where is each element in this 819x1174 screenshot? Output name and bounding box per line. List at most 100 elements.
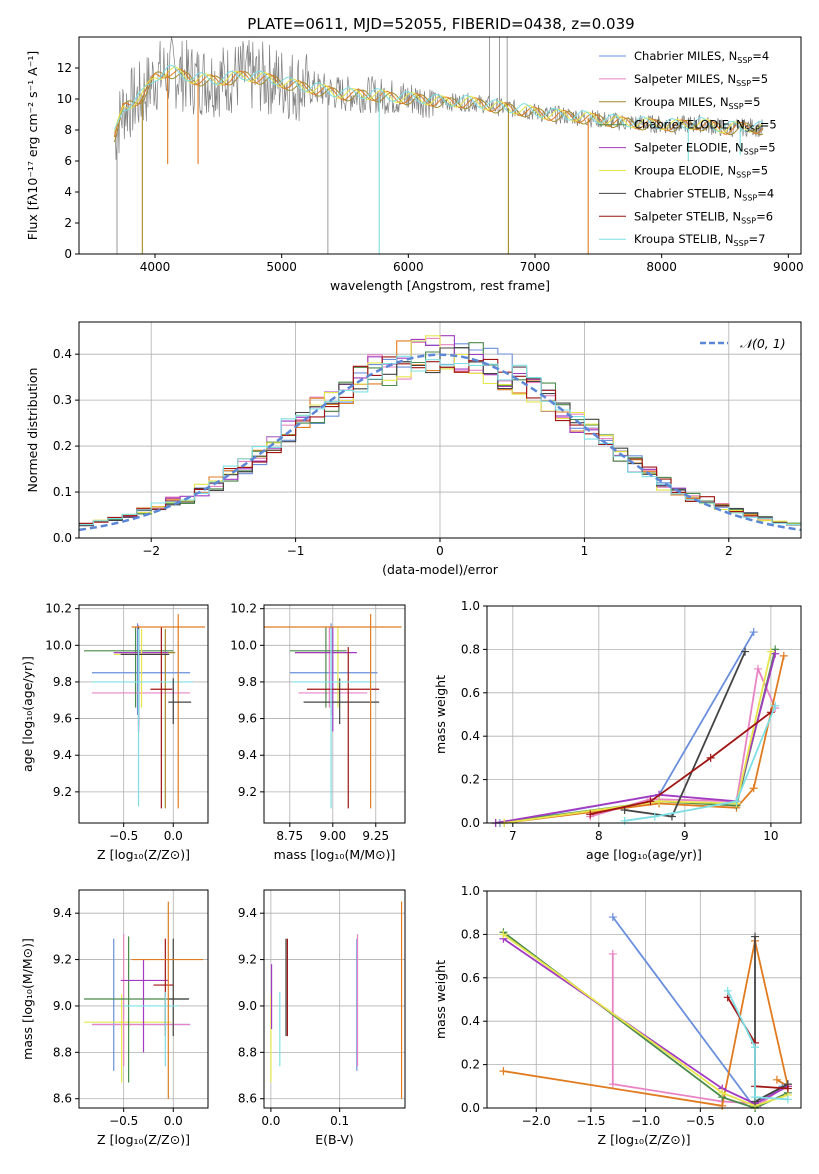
x-tick-label: −1.5 xyxy=(576,1114,605,1128)
legend-entry: Chabrier MILES, NSSP=4 xyxy=(634,49,769,65)
x-tick-label: −2.0 xyxy=(522,1114,551,1128)
y-tick-label: 8.6 xyxy=(53,1092,72,1106)
plus-marker xyxy=(646,797,655,806)
plus-marker xyxy=(741,647,750,656)
y-tick-label: 10.2 xyxy=(230,602,257,616)
plus-marker xyxy=(779,651,788,660)
legend-entry: Chabrier STELIB, NSSP=4 xyxy=(634,186,774,202)
y-axis-label: mass weight xyxy=(433,960,448,1039)
y-tick-label: 10.2 xyxy=(45,602,72,616)
y-tick-label: 9.2 xyxy=(238,953,257,967)
residuals-panel: −2 −1 0 1 2 0.0 0.1 0.2 0.3 0.4 (data-model)/error… xyxy=(25,321,802,577)
y-axis-label: Flux [fλ10⁻¹⁷ erg cm⁻² s⁻¹ A⁻¹] xyxy=(25,51,40,240)
plus-marker xyxy=(732,797,741,806)
y-tick-label: 4 xyxy=(64,185,72,199)
x-tick-label: 0.1 xyxy=(330,1114,349,1128)
axes-frame xyxy=(78,36,802,255)
y-tick-label: 10.0 xyxy=(230,638,257,652)
y-tick-label: 8.8 xyxy=(53,1045,72,1059)
y-tick-label: 0.2 xyxy=(461,1058,480,1072)
x-tick-label: 5000 xyxy=(266,260,297,274)
series-line xyxy=(624,705,777,822)
series-line xyxy=(499,631,755,823)
x-tick-label: 8000 xyxy=(646,260,677,274)
x-tick-label: 2 xyxy=(725,544,733,558)
mass-weight-vs-z-panel: −2.0 −1.5 −1.0 −0.5 0.0 0.0 0.2 0.4 0.6 0.8 1.0 Z [… xyxy=(433,884,802,1147)
x-tick-label: 0.0 xyxy=(261,1114,280,1128)
plus-marker xyxy=(499,1067,508,1076)
legend-entry: Kroupa MILES, NSSP=5 xyxy=(634,95,760,111)
plus-marker xyxy=(608,949,617,958)
plus-marker xyxy=(749,628,758,637)
y-tick-label: 0.4 xyxy=(461,729,480,743)
x-axis-label: Z [log₁₀(Z/Z⊙)] xyxy=(598,1132,691,1147)
y-tick-label: 8.6 xyxy=(238,1092,257,1106)
y-tick-label: 1.0 xyxy=(461,599,480,613)
legend-entry: 𝒩(0, 1) xyxy=(740,336,786,351)
y-tick-label: 0.3 xyxy=(53,393,72,407)
series-line xyxy=(502,933,789,1107)
y-tick-label: 0.2 xyxy=(53,439,72,453)
x-tick-label: 0.0 xyxy=(164,829,183,843)
plus-marker xyxy=(620,816,629,825)
y-tick-label: 12 xyxy=(57,61,72,75)
plus-marker xyxy=(753,664,762,673)
plus-marker xyxy=(771,649,780,658)
x-tick-label: 7 xyxy=(509,829,517,843)
model-spectrum-line xyxy=(114,66,764,134)
y-tick-label: 9.2 xyxy=(53,953,72,967)
y-tick-label: 0.0 xyxy=(461,1101,480,1115)
mass-vs-ebv-panel: 0.0 0.1 8.6 8.8 9.0 9.2 9.4 E(B-V) xyxy=(238,889,406,1147)
plus-marker xyxy=(783,1095,792,1104)
y-axis-label: age [log₁₀(age/yr)] xyxy=(20,656,35,772)
y-tick-label: 0.8 xyxy=(461,927,480,941)
x-tick-label: 9 xyxy=(681,829,689,843)
plus-marker xyxy=(718,1101,727,1110)
x-tick-label: −1 xyxy=(287,544,305,558)
y-tick-label: 6 xyxy=(64,154,72,168)
y-tick-label: 8 xyxy=(64,123,72,137)
plus-marker xyxy=(499,930,508,939)
mass-vs-z-panel: −0.5 0.0 8.6 8.8 9.0 9.2 9.4 Z [log₁₀(Z/Z⊙)] mas… xyxy=(20,889,209,1147)
y-tick-label: 0.4 xyxy=(53,347,72,361)
plus-marker xyxy=(655,797,664,806)
y-tick-label: 0.4 xyxy=(461,1014,480,1028)
x-tick-label: 4000 xyxy=(140,260,171,274)
plus-marker xyxy=(608,913,617,922)
x-tick-label: 1 xyxy=(581,544,589,558)
y-tick-label: 0.6 xyxy=(461,686,480,700)
plus-marker xyxy=(751,1093,760,1102)
x-axis-label: Z [log₁₀(Z/Z⊙)] xyxy=(97,1132,190,1147)
y-tick-label: 9.4 xyxy=(238,906,257,920)
plus-marker xyxy=(718,1088,727,1097)
legend-entry: Salpeter ELODIE, NSSP=5 xyxy=(634,141,776,157)
x-tick-label: 7000 xyxy=(520,260,551,274)
y-tick-label: 0.0 xyxy=(53,531,72,545)
y-tick-label: 9.0 xyxy=(238,999,257,1013)
y-tick-label: 10.0 xyxy=(45,638,72,652)
y-tick-label: 0.8 xyxy=(461,642,480,656)
legend-entry: Salpeter MILES, NSSP=5 xyxy=(634,72,768,88)
axes-frame xyxy=(263,889,406,1109)
x-tick-label: −1.0 xyxy=(631,1114,660,1128)
y-tick-label: 9.2 xyxy=(238,785,257,799)
x-tick-label: 9000 xyxy=(773,260,804,274)
x-axis-label: wavelength [Angstrom, rest frame] xyxy=(330,278,550,293)
x-tick-label: 8.75 xyxy=(276,829,303,843)
y-tick-label: 9.4 xyxy=(53,748,72,762)
y-tick-label: 8.8 xyxy=(238,1045,257,1059)
legend-entry: Kroupa ELODIE, NSSP=5 xyxy=(634,164,768,180)
y-axis-label: mass weight xyxy=(433,675,448,754)
age-vs-z-panel: −0.5 0.0 9.2 9.4 9.6 9.8 10.0 10.2 Z [log₁₀(Z/Z⊙… xyxy=(20,602,209,862)
x-tick-label: −0.5 xyxy=(109,829,138,843)
y-tick-label: 2 xyxy=(64,216,72,230)
gaussian-reference-curve xyxy=(78,353,802,532)
spectrum-legend: Chabrier MILES, NSSP=4 Salpeter MILES, NS… xyxy=(599,49,777,248)
series-line xyxy=(590,711,772,816)
plus-marker xyxy=(586,810,595,819)
x-tick-label: 0.0 xyxy=(746,1114,765,1128)
y-tick-label: 9.6 xyxy=(53,712,72,726)
model-spectrum-line xyxy=(114,64,764,132)
plus-marker xyxy=(749,784,758,793)
legend-entry: Salpeter STELIB, NSSP=6 xyxy=(634,209,773,225)
